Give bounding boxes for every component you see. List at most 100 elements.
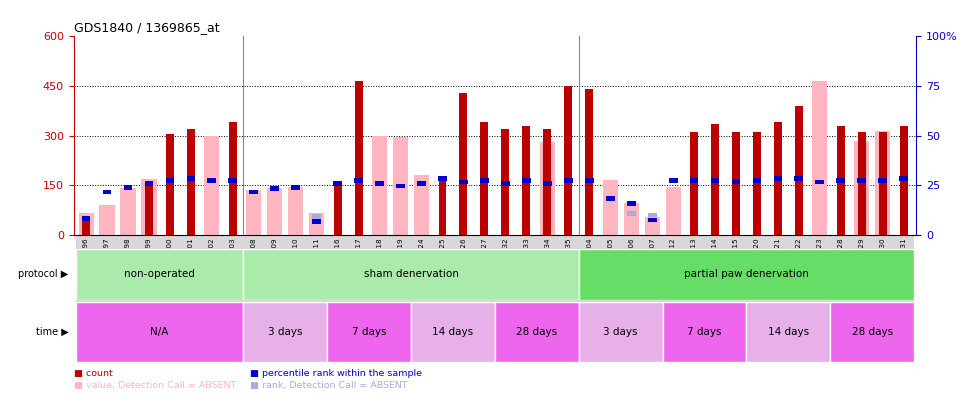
Bar (145, 181, 154, 186)
Bar (690, 178, 699, 183)
Text: 3 days: 3 days (604, 327, 638, 337)
Bar (166, 134, 173, 235)
Bar (333, 183, 342, 235)
Bar (812, 81, 827, 235)
Bar (291, 185, 300, 190)
Bar (522, 178, 531, 183)
Bar (103, 190, 112, 194)
Bar (684, 235, 705, 305)
Bar (579, 235, 600, 305)
Bar (97, 235, 118, 305)
Bar (893, 235, 914, 305)
FancyBboxPatch shape (495, 302, 579, 362)
Bar (145, 183, 153, 235)
Bar (285, 235, 306, 305)
Bar (369, 235, 390, 305)
Bar (180, 235, 201, 305)
Bar (900, 176, 908, 181)
Bar (705, 235, 725, 305)
Bar (393, 137, 408, 235)
Bar (138, 235, 160, 305)
Text: protocol ▶: protocol ▶ (19, 269, 69, 279)
Bar (208, 178, 217, 183)
Bar (600, 235, 620, 305)
Bar (222, 235, 243, 305)
Bar (460, 93, 467, 235)
Bar (767, 235, 789, 305)
Bar (543, 181, 552, 186)
FancyBboxPatch shape (243, 249, 579, 300)
Bar (432, 235, 453, 305)
FancyBboxPatch shape (411, 302, 495, 362)
Bar (313, 214, 321, 219)
Text: partial paw denervation: partial paw denervation (684, 269, 808, 279)
Bar (665, 187, 681, 235)
Bar (375, 181, 384, 186)
Text: 14 days: 14 days (768, 327, 808, 337)
Bar (354, 178, 363, 183)
Bar (201, 235, 222, 305)
Bar (355, 81, 363, 235)
Bar (662, 235, 684, 305)
FancyBboxPatch shape (243, 302, 327, 362)
Bar (411, 235, 432, 305)
Bar (732, 179, 741, 183)
Bar (753, 178, 761, 183)
Bar (309, 213, 324, 235)
Text: 3 days: 3 days (268, 327, 303, 337)
Bar (879, 132, 887, 235)
Bar (414, 175, 429, 235)
Bar (710, 178, 719, 183)
Text: non-operated: non-operated (124, 269, 195, 279)
Bar (753, 132, 760, 235)
Bar (645, 217, 660, 235)
Bar (900, 126, 907, 235)
Bar (123, 185, 132, 190)
Bar (453, 235, 474, 305)
Bar (81, 216, 90, 221)
Bar (837, 126, 845, 235)
Bar (100, 205, 115, 235)
Bar (75, 235, 97, 305)
Text: sham denervation: sham denervation (364, 269, 459, 279)
Text: ■ count: ■ count (74, 369, 113, 378)
Bar (459, 180, 467, 184)
Bar (642, 235, 662, 305)
Text: ■ percentile rank within the sample: ■ percentile rank within the sample (250, 369, 422, 378)
Text: N/A: N/A (150, 327, 169, 337)
Bar (875, 131, 890, 235)
Bar (187, 129, 195, 235)
Bar (795, 106, 803, 235)
Bar (774, 122, 782, 235)
Bar (480, 178, 489, 183)
Bar (732, 132, 740, 235)
FancyBboxPatch shape (75, 249, 243, 300)
FancyBboxPatch shape (75, 302, 243, 362)
Bar (606, 196, 614, 201)
Bar (668, 178, 677, 183)
Bar (438, 179, 447, 235)
Bar (564, 86, 572, 235)
Bar (872, 235, 893, 305)
Bar (249, 190, 258, 194)
Bar (228, 178, 237, 183)
Bar (620, 235, 642, 305)
Bar (243, 235, 265, 305)
Bar (372, 136, 387, 235)
Bar (795, 176, 804, 181)
Bar (603, 180, 617, 235)
FancyBboxPatch shape (579, 249, 914, 300)
Bar (268, 188, 282, 235)
Bar (502, 129, 510, 235)
Bar (564, 178, 572, 183)
Bar (78, 213, 94, 235)
Bar (830, 235, 852, 305)
Bar (313, 220, 321, 224)
Bar (390, 235, 411, 305)
Bar (166, 178, 174, 183)
Bar (118, 235, 138, 305)
Text: 28 days: 28 days (516, 327, 558, 337)
Bar (558, 235, 579, 305)
FancyBboxPatch shape (830, 302, 914, 362)
Text: ■ value, Detection Call = ABSENT: ■ value, Detection Call = ABSENT (74, 381, 236, 390)
